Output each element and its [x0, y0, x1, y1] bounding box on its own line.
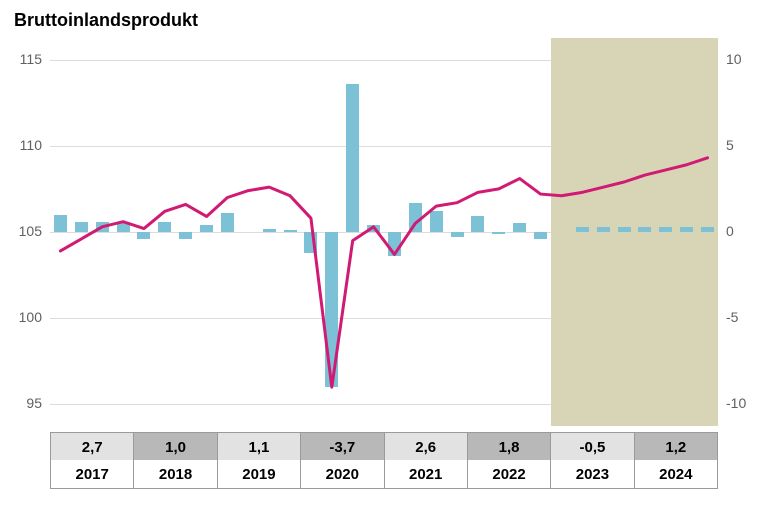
- annual-growth-cell: 1,0: [133, 433, 216, 461]
- chart-canvas: Bruttoinlandsprodukt 95100105110115 -10-…: [0, 0, 768, 512]
- plot-area: [50, 38, 718, 426]
- annual-growth-row: 2,71,01,1-3,72,61,8-0,51,2: [50, 432, 718, 462]
- right-axis-tick-label: -5: [726, 309, 738, 325]
- year-label-cell: 2021: [384, 460, 467, 488]
- left-axis-tick-label: 110: [0, 137, 42, 153]
- right-axis-tick-label: 10: [726, 51, 742, 67]
- annual-growth-cell: 1,2: [634, 433, 718, 461]
- annual-growth-cell: -3,7: [300, 433, 383, 461]
- year-label-cell: 2023: [550, 460, 633, 488]
- year-label-cell: 2020: [300, 460, 383, 488]
- left-axis-tick-label: 115: [0, 51, 42, 67]
- annual-growth-cell: 1,8: [467, 433, 550, 461]
- right-axis-tick-label: 0: [726, 223, 734, 239]
- chart-title: Bruttoinlandsprodukt: [14, 10, 198, 31]
- left-axis-tick-label: 100: [0, 309, 42, 325]
- year-label-cell: 2018: [133, 460, 216, 488]
- gdp-index-line: [60, 158, 707, 387]
- year-label-cell: 2024: [634, 460, 718, 488]
- annual-growth-cell: -0,5: [550, 433, 633, 461]
- right-axis-tick-label: -10: [726, 395, 746, 411]
- year-label-cell: 2022: [467, 460, 550, 488]
- right-axis-tick-label: 5: [726, 137, 734, 153]
- line-layer: [50, 38, 718, 426]
- left-axis-tick-label: 95: [0, 395, 42, 411]
- year-label-cell: 2017: [50, 460, 133, 488]
- annual-growth-cell: 2,7: [50, 433, 133, 461]
- annual-growth-cell: 1,1: [217, 433, 300, 461]
- annual-growth-cell: 2,6: [384, 433, 467, 461]
- left-axis-tick-label: 105: [0, 223, 42, 239]
- year-label-cell: 2019: [217, 460, 300, 488]
- year-labels-row: 20172018201920202021202220232024: [50, 460, 718, 489]
